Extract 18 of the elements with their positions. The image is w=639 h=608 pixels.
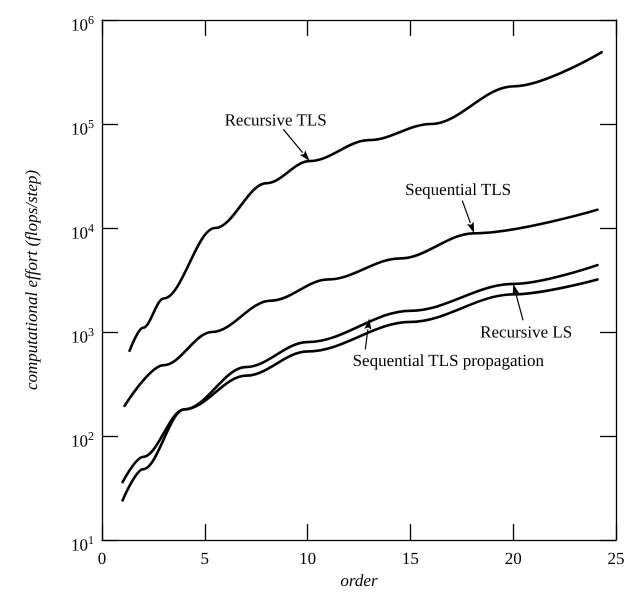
annotation: Recursive TLS (224, 110, 327, 130)
x-tick-label: 0 (98, 549, 106, 568)
x-tick-label: 5 (200, 549, 210, 568)
y-tick-label: 10$^{4}$ (71, 220, 94, 245)
x-axis-title: order (340, 570, 378, 590)
y-tick-label: 10$^{5}$ (71, 116, 94, 141)
y-tick-label: 10$^{6}$ (71, 12, 94, 37)
y-axis-title: computational effort (flops/step) (22, 170, 41, 390)
annotation: Recursive LS (480, 322, 572, 342)
y-tick-label: 10$^{2}$ (71, 428, 94, 453)
y-tick-label: 10$^{1}$ (71, 532, 94, 557)
x-tick-label: 20 (504, 549, 522, 568)
y-tick-label: 10$^{3}$ (71, 324, 94, 349)
x-tick-label: 10 (299, 549, 316, 568)
annotation: Sequential TLS (405, 180, 512, 199)
annotation: Sequential TLS propagation (352, 350, 544, 370)
x-tick-label: 15 (402, 549, 419, 568)
x-tick-label: 25 (608, 549, 624, 568)
